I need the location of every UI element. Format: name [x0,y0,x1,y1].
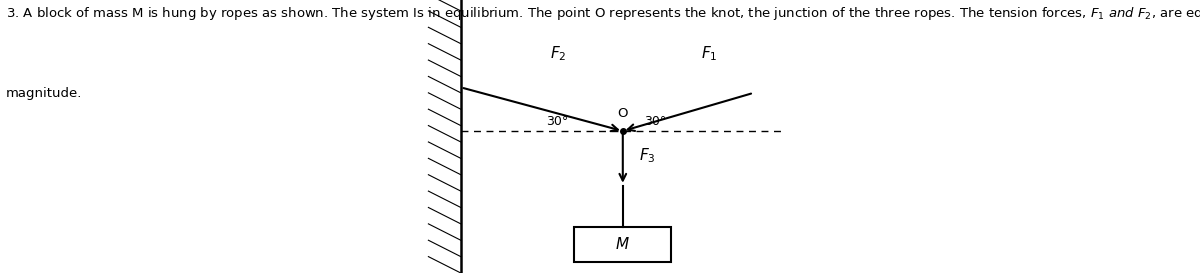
Text: $F_2$: $F_2$ [550,44,566,63]
Bar [575,227,672,262]
Text: magnitude.: magnitude. [6,87,83,100]
Text: O: O [618,107,628,120]
Text: 30°: 30° [644,115,667,128]
Text: $F_1$: $F_1$ [701,44,718,63]
Text: $M$: $M$ [616,236,630,252]
Text: $F_3$: $F_3$ [640,146,655,165]
Text: 30°: 30° [546,115,569,128]
Text: 3. A block of mass M is hung by ropes as shown. The system Is in equilibrium. Th: 3. A block of mass M is hung by ropes as… [6,5,1200,22]
